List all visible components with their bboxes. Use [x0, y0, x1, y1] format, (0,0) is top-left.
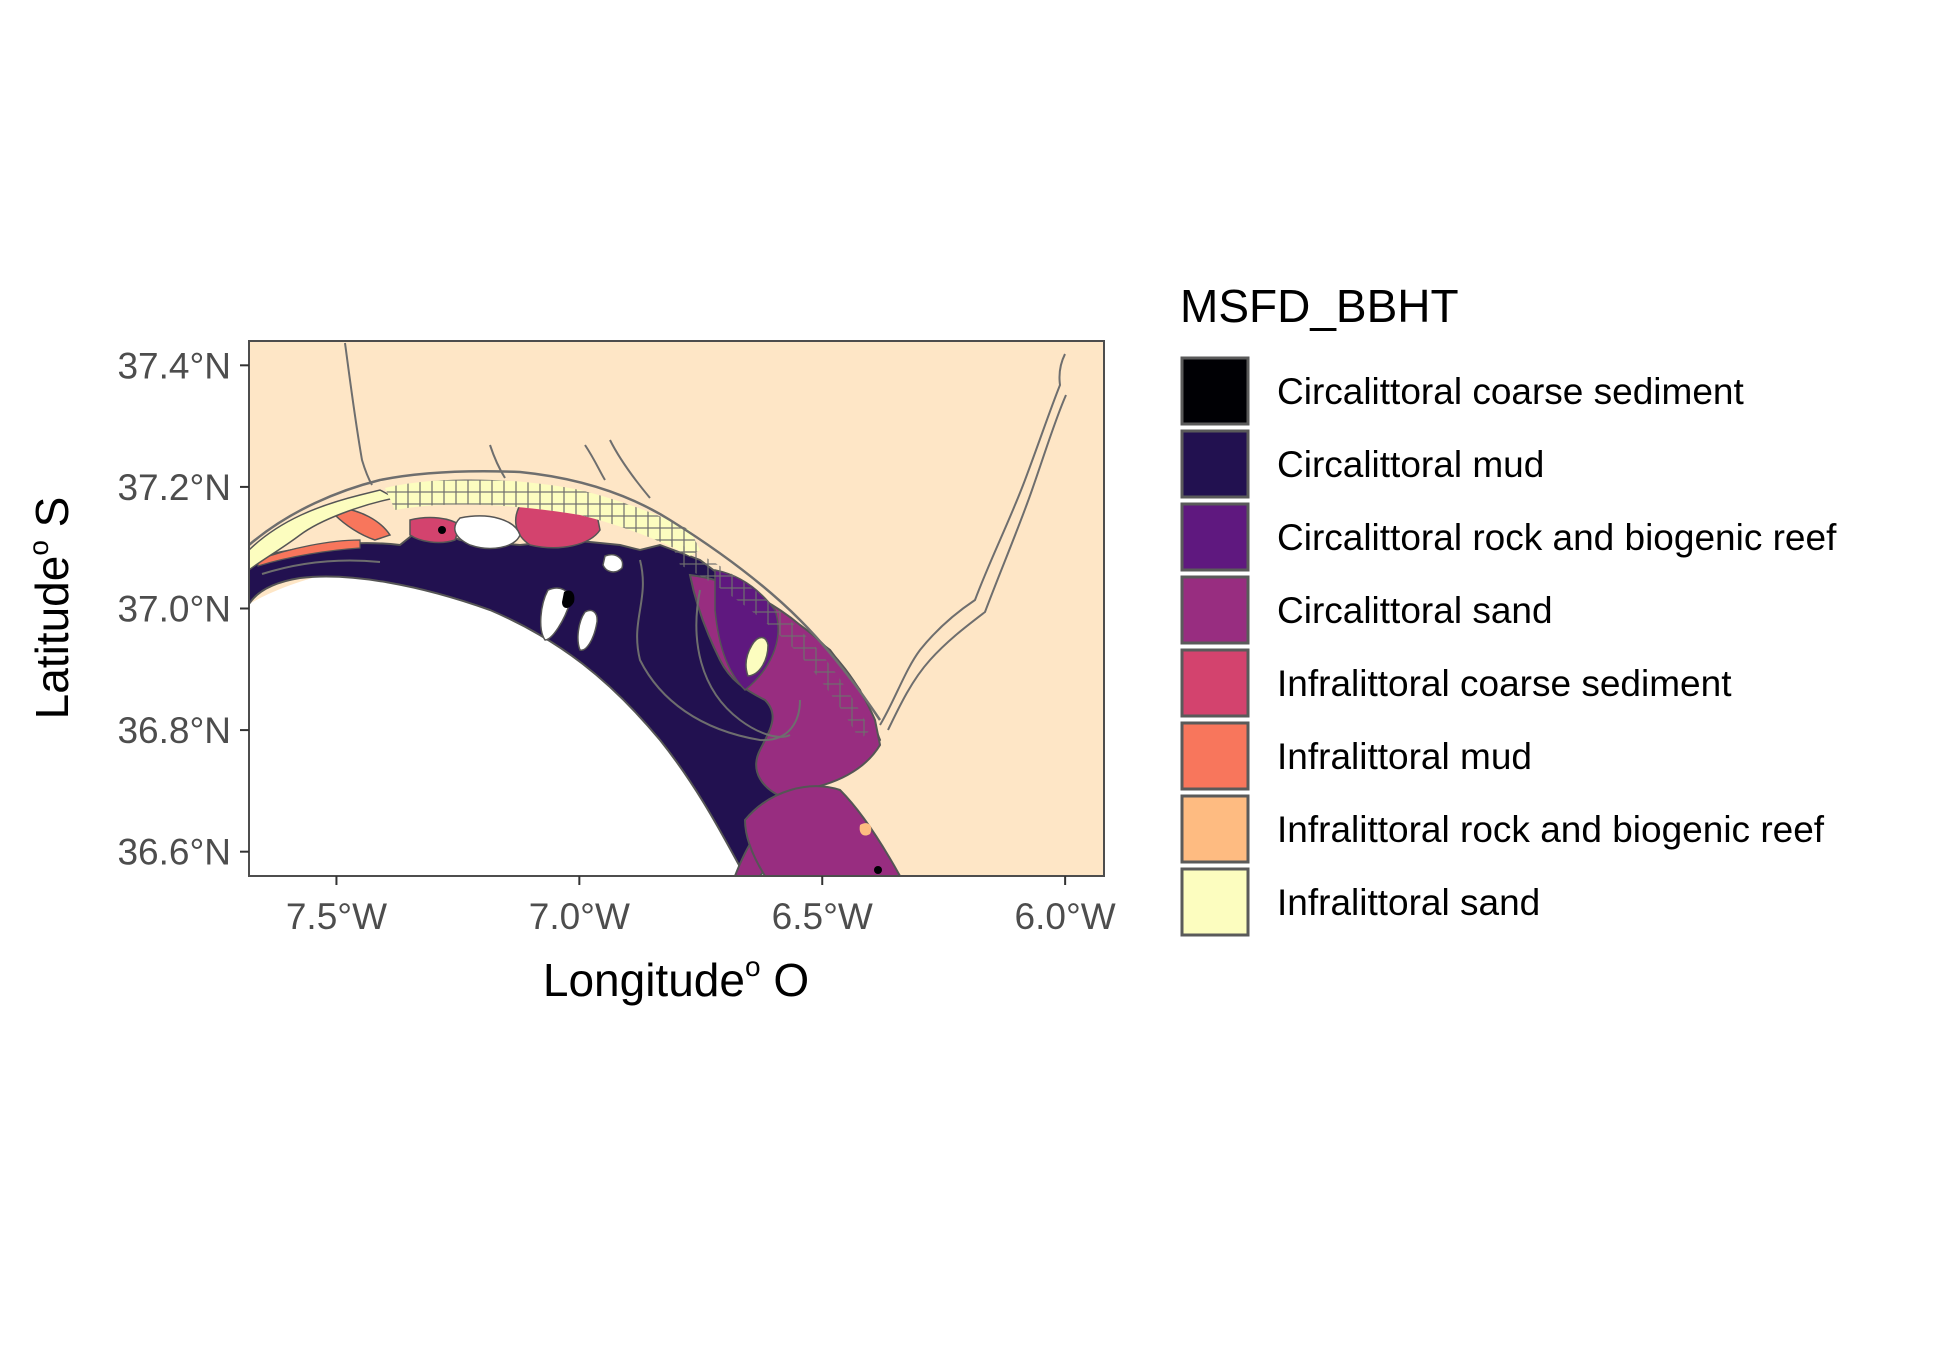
legend-label: Infralittoral rock and biogenic reef: [1277, 809, 1825, 850]
x-axis-title-sup: o: [745, 951, 761, 982]
legend-swatch: [1180, 867, 1250, 937]
y-tick-label: 36.8°N: [117, 710, 231, 751]
legend-swatch: [1180, 721, 1250, 791]
y-axis-title-sup: o: [23, 540, 54, 556]
y-tick-label: 37.2°N: [117, 467, 231, 508]
x-axis: 7.5°W 7.0°W 6.5°W 6.0°W: [286, 876, 1116, 937]
tinto-odiel-river: [489, 444, 506, 479]
sea-hole-4: [602, 554, 624, 573]
odiel-estuary: [609, 439, 651, 499]
legend-swatch: [1180, 429, 1250, 499]
map-panel: [248, 340, 1105, 877]
x-tick-label: 7.0°W: [529, 896, 630, 937]
x-tick-label: 6.0°W: [1015, 896, 1116, 937]
piedras-river: [584, 444, 606, 481]
circalittoral-coarse-patch: [562, 590, 575, 608]
infralittoral-rock-patch: [859, 823, 872, 836]
depth-contour-3: [261, 559, 381, 575]
guadalquivir-river: [879, 353, 1066, 726]
x-tick-label: 7.5°W: [286, 896, 387, 937]
infralittoral-coarse-west: [409, 516, 461, 544]
circalittoral-coarse-dot-2: [874, 866, 882, 874]
legend-label: Circalittoral rock and biogenic reef: [1277, 517, 1837, 558]
legend-label: Infralittoral mud: [1277, 736, 1532, 777]
x-axis-title: Longitudeo O: [543, 951, 809, 1006]
legend-swatch: [1180, 575, 1250, 645]
legend: MSFD_BBHT Circalittoral coarse sedimentC…: [1180, 280, 1837, 937]
y-axis-title: Latitudeo S: [23, 497, 78, 720]
legend-label: Circalittoral sand: [1277, 590, 1553, 631]
infralittoral-sand-island: [745, 636, 769, 677]
y-axis-title-suffix: S: [26, 497, 78, 540]
x-axis-title-text: Longitude: [543, 954, 745, 1006]
sea-hole-3: [577, 609, 598, 651]
legend-title: MSFD_BBHT: [1180, 280, 1459, 332]
legend-swatch: [1180, 794, 1250, 864]
guadiana-river: [344, 342, 373, 486]
guadalquivir-river-2: [887, 394, 1067, 731]
y-tick-label: 37.4°N: [117, 345, 231, 386]
infralittoral-sand-strip: [249, 489, 398, 571]
legend-label: Circalittoral coarse sediment: [1277, 371, 1745, 412]
y-tick-label: 37.0°N: [117, 589, 231, 630]
sea-area: [249, 569, 770, 876]
shoreline: [249, 470, 882, 721]
grid-overlay-east: [670, 540, 870, 740]
depth-contour-2: [695, 589, 791, 738]
legend-items: Circalittoral coarse sediment Circalittor…: [1180, 356, 1837, 937]
y-axis: 37.4°N 37.2°N 37.0°N 36.8°N 36.6°N: [117, 345, 249, 873]
y-axis-title-text: Latitude: [26, 556, 78, 720]
legend-label: Infralittoral sand: [1277, 882, 1540, 923]
depth-contour-1: [636, 559, 801, 742]
infralittoral-mud-coast: [257, 539, 361, 567]
circalittoral-sand-south: [743, 785, 902, 876]
x-axis-title-suffix: O: [761, 954, 810, 1006]
grid-overlay-north: [385, 479, 700, 556]
legend-swatch: [1180, 356, 1250, 426]
legend-swatch: [1180, 648, 1250, 718]
x-tick-label: 6.5°W: [772, 896, 873, 937]
habitat-layers: [249, 342, 1067, 876]
legend-swatch: [1180, 502, 1250, 572]
circalittoral-coarse-dot: [438, 526, 446, 534]
legend-label: Circalittoral mud: [1277, 444, 1544, 485]
legend-label: Infralittoral coarse sediment: [1277, 663, 1732, 704]
infralittoral-mud-zone: [334, 507, 392, 541]
y-tick-label: 36.6°N: [117, 832, 231, 873]
sea-hole-1: [454, 515, 521, 550]
